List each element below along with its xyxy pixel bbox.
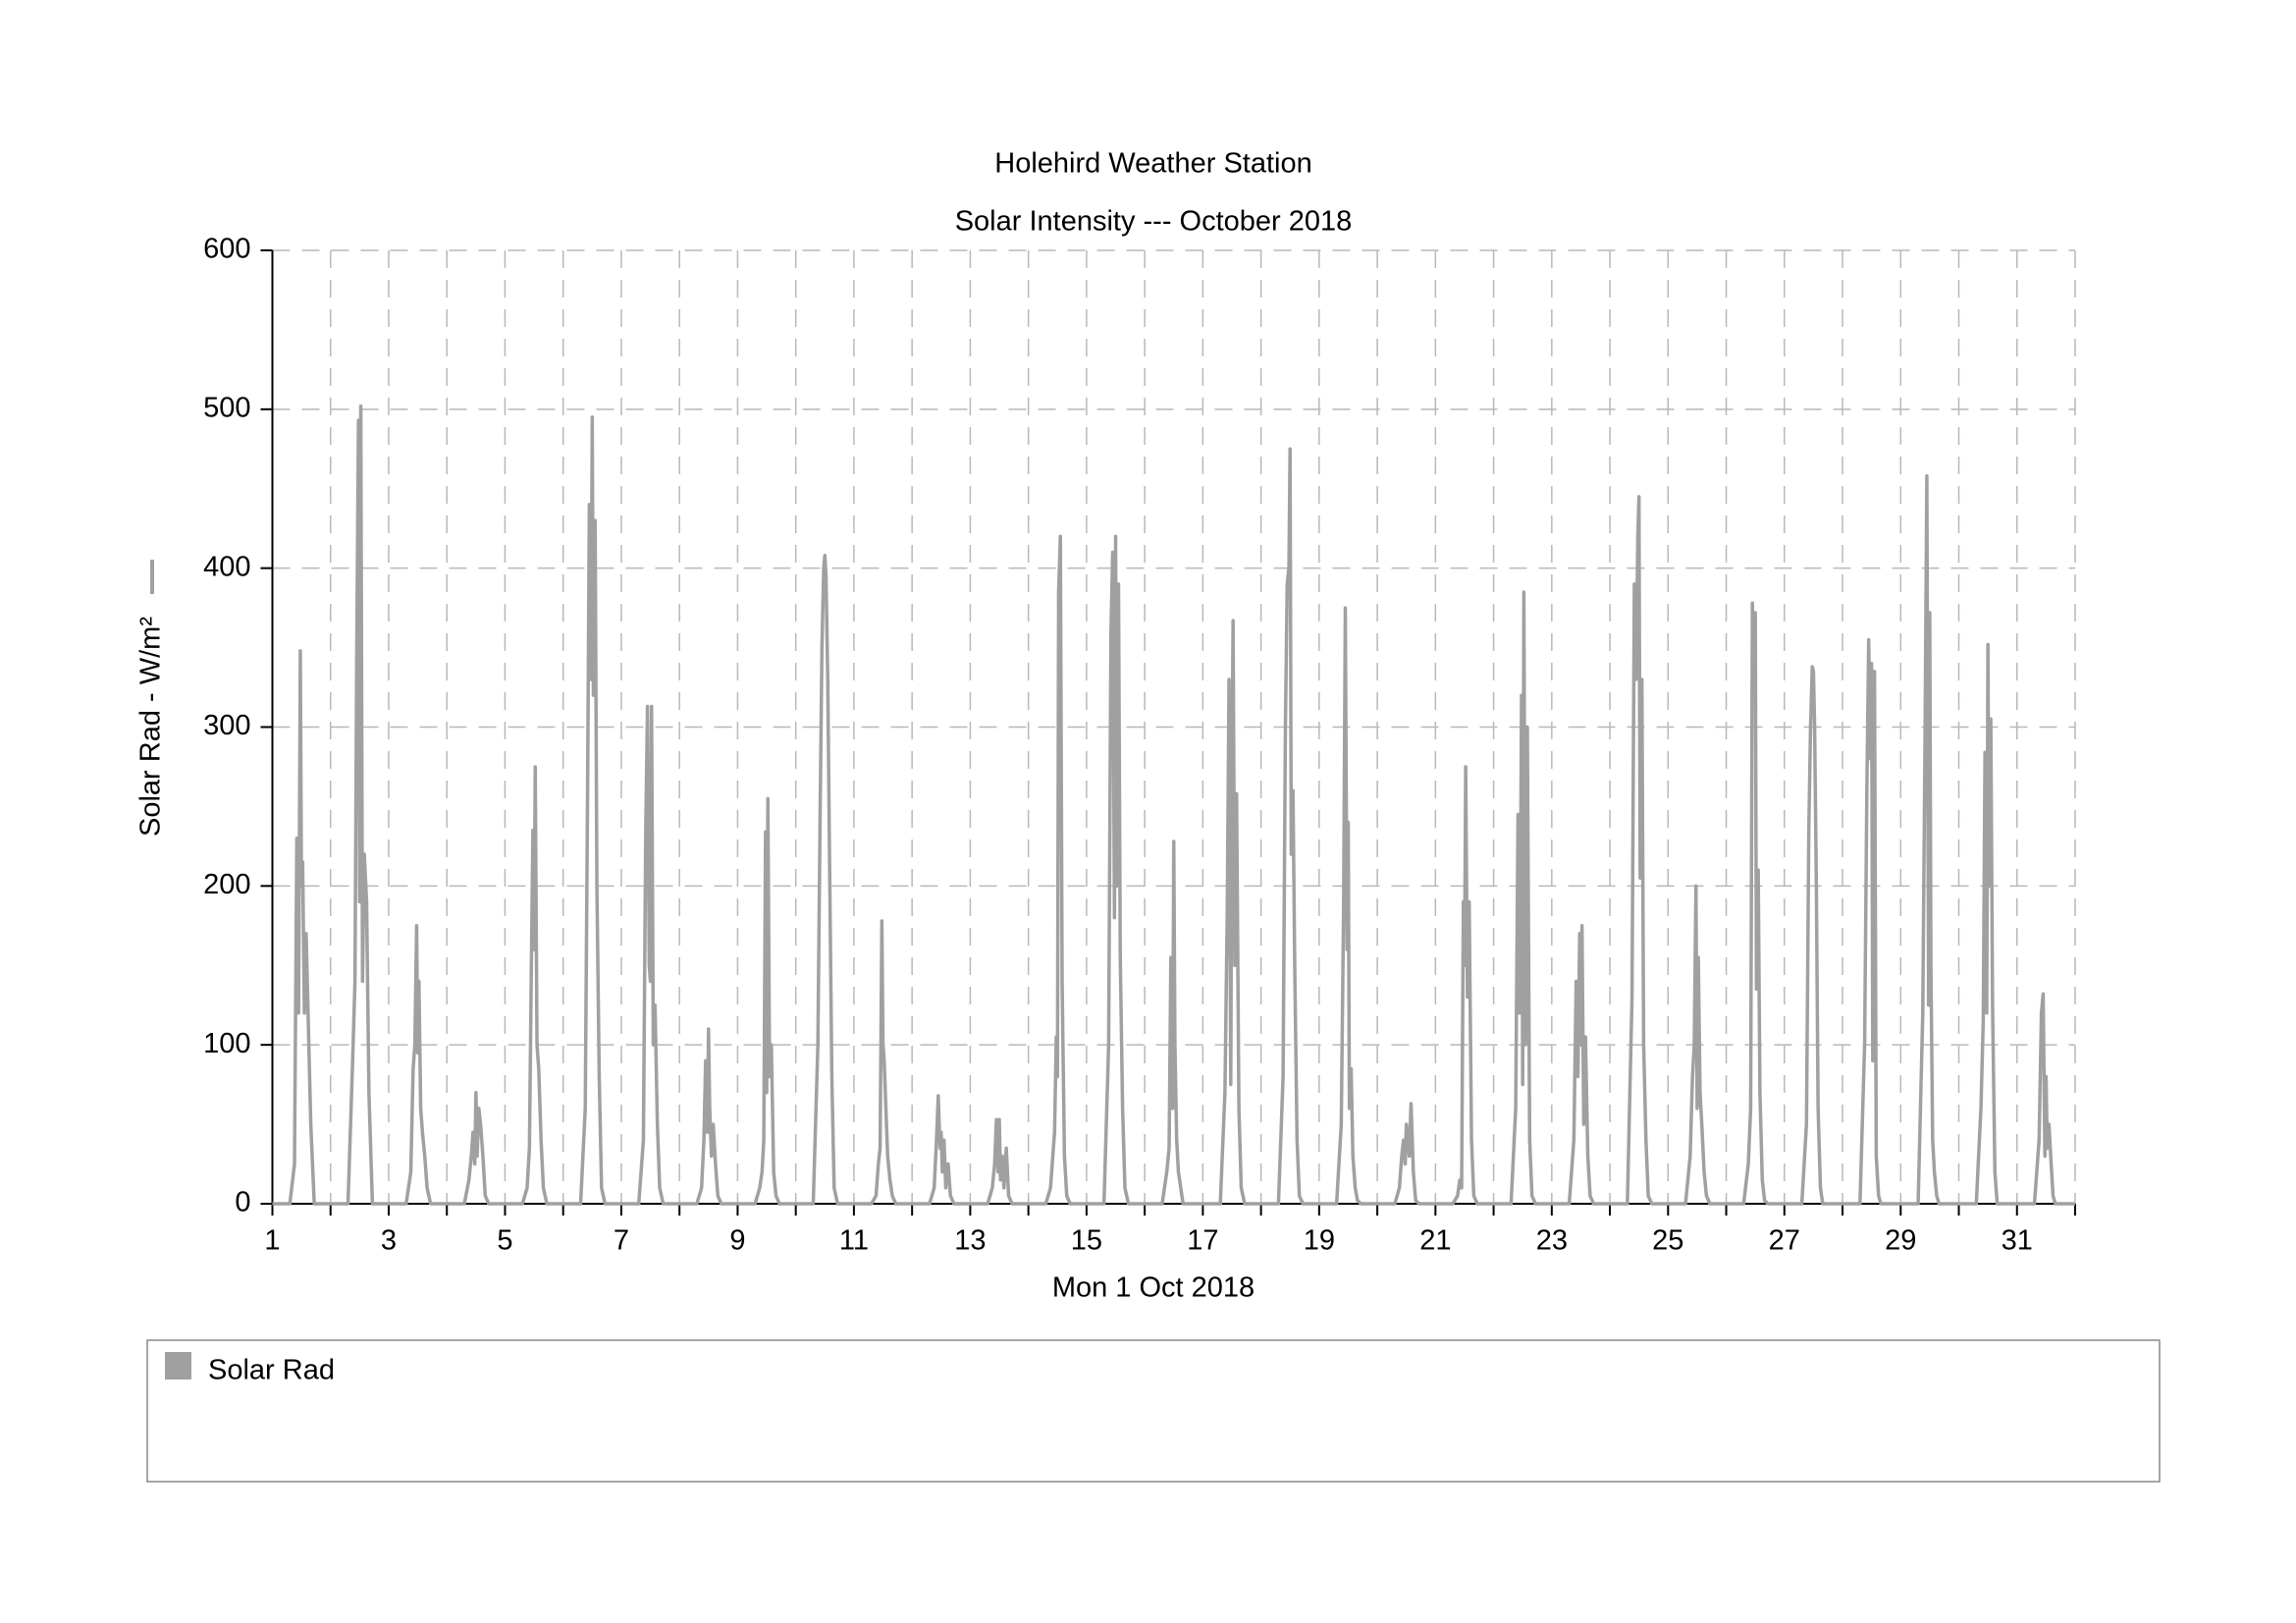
x-tick-label: 25 [1652, 1225, 1683, 1257]
x-tick-label: 21 [1419, 1225, 1451, 1257]
y-tick-label: 500 [203, 392, 250, 423]
y-tick-label: 100 [203, 1028, 250, 1059]
y-tick-label: 600 [203, 234, 250, 265]
y-tick-label: 400 [203, 551, 250, 582]
x-tick-label: 15 [1071, 1225, 1102, 1257]
y-tick-label: 200 [203, 869, 250, 900]
x-tick-label: 31 [2002, 1225, 2033, 1257]
y-axis-label-group: Solar Rad - W/m² [135, 560, 167, 837]
y-tick-label: 300 [203, 710, 250, 741]
legend-box [146, 1339, 2161, 1483]
x-tick-label: 3 [381, 1225, 397, 1257]
x-tick-label: 23 [1536, 1225, 1568, 1257]
legend-swatch [165, 1352, 191, 1380]
x-tick-label: 17 [1187, 1225, 1218, 1257]
y-axis-label: Solar Rad - W/m² [135, 617, 167, 837]
x-tick-label: 9 [729, 1225, 745, 1257]
x-tick-label: 13 [954, 1225, 986, 1257]
x-tick-label: 27 [1769, 1225, 1800, 1257]
x-tick-label: 5 [497, 1225, 512, 1257]
series-line [272, 404, 2075, 1206]
x-tick-label: 29 [1885, 1225, 1916, 1257]
x-axis-label: Mon 1 Oct 2018 [1052, 1272, 1255, 1304]
y-tick-label: 0 [235, 1187, 250, 1218]
x-tick-label: 7 [614, 1225, 629, 1257]
chart-title: Holehird Weather Station [994, 148, 1311, 180]
x-tick-label: 19 [1304, 1225, 1335, 1257]
x-tick-label: 11 [839, 1225, 869, 1257]
x-tick-label: 1 [264, 1225, 280, 1257]
legend-label: Solar Rad [208, 1355, 335, 1386]
chart-subtitle: Solar Intensity --- October 2018 [955, 206, 1353, 238]
